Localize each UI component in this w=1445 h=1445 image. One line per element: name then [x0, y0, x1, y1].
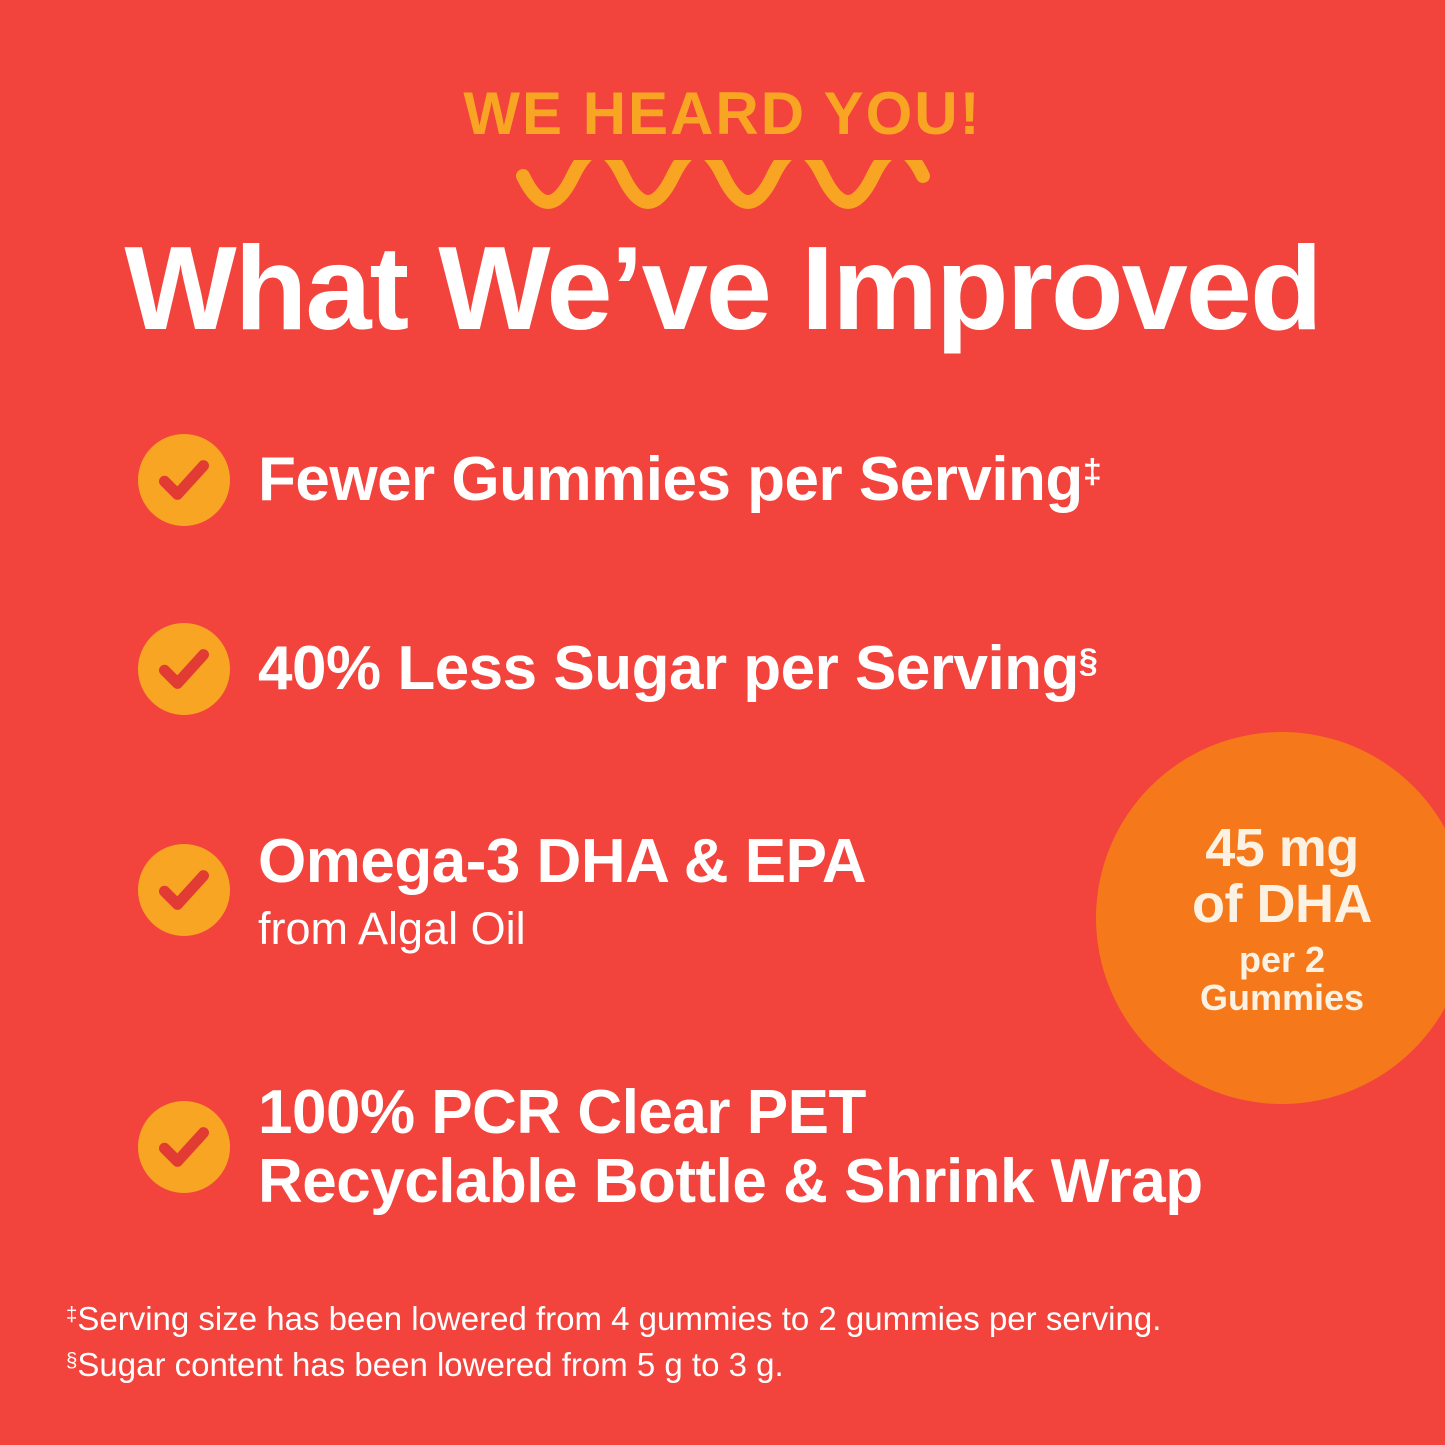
dha-amount-badge: 45 mg of DHA per 2 Gummies	[1096, 732, 1445, 1104]
footnotes: ‡Serving size has been lowered from 4 gu…	[66, 1296, 1161, 1388]
item-label: 40% Less Sugar per Serving§	[258, 634, 1098, 704]
footnote-text: Serving size has been lowered from 4 gum…	[77, 1300, 1162, 1337]
item-label-line2: Recyclable Bottle & Shrink Wrap	[258, 1147, 1203, 1216]
check-circle	[138, 1101, 230, 1193]
item-label-line1: 100% PCR Clear PET	[258, 1077, 866, 1147]
footnote-marker-section: §	[1078, 642, 1098, 681]
checklist-item-omega3: Omega-3 DHA & EPA from Algal Oil	[138, 827, 867, 953]
checklist-item-recyclable: 100% PCR Clear PET Recyclable Bottle & S…	[138, 1078, 1203, 1216]
item-text: 40% Less Sugar per Serving§	[258, 634, 1098, 704]
footnote-marker-dagger: ‡	[66, 1302, 78, 1326]
kicker-text: WE HEARD YOU!	[463, 80, 982, 147]
badge-amount: 45 mg	[1205, 817, 1359, 878]
item-subtitle: from Algal Oil	[258, 902, 526, 954]
item-label: Fewer Gummies per Serving‡	[258, 445, 1102, 515]
footnote-serving-size: ‡Serving size has been lowered from 4 gu…	[66, 1296, 1161, 1342]
checklist-item-less-sugar: 40% Less Sugar per Serving§	[138, 623, 1098, 715]
checkmark-icon	[158, 870, 210, 910]
check-circle	[138, 434, 230, 526]
checkmark-icon	[158, 649, 210, 689]
badge-substance: of DHA	[1192, 874, 1372, 935]
item-label-text: 40% Less Sugar per Serving	[258, 634, 1079, 704]
footnote-marker-dagger: ‡	[1082, 453, 1102, 492]
badge-unit: Gummies	[1199, 976, 1365, 1018]
footnote-marker-section: §	[66, 1348, 78, 1372]
check-circle	[138, 623, 230, 715]
item-label: Omega-3 DHA & EPA	[258, 826, 867, 896]
badge-per-count: per 2	[1238, 938, 1326, 980]
item-text: Omega-3 DHA & EPA from Algal Oil	[258, 826, 867, 954]
checkmark-icon	[158, 1127, 210, 1167]
checklist-item-fewer-gummies: Fewer Gummies per Serving‡	[138, 434, 1102, 526]
squiggle-underline-icon	[515, 160, 930, 209]
footnote-sugar-content: §Sugar content has been lowered from 5 g…	[66, 1342, 1161, 1388]
page-title: What We’ve Improved	[124, 222, 1322, 355]
check-circle	[138, 844, 230, 936]
item-label-text: Fewer Gummies per Serving	[258, 445, 1083, 515]
item-text: 100% PCR Clear PET Recyclable Bottle & S…	[258, 1078, 1203, 1217]
item-text: Fewer Gummies per Serving‡	[258, 445, 1102, 515]
footnote-text: Sugar content has been lowered from 5 g …	[77, 1346, 784, 1384]
checkmark-icon	[158, 460, 210, 500]
